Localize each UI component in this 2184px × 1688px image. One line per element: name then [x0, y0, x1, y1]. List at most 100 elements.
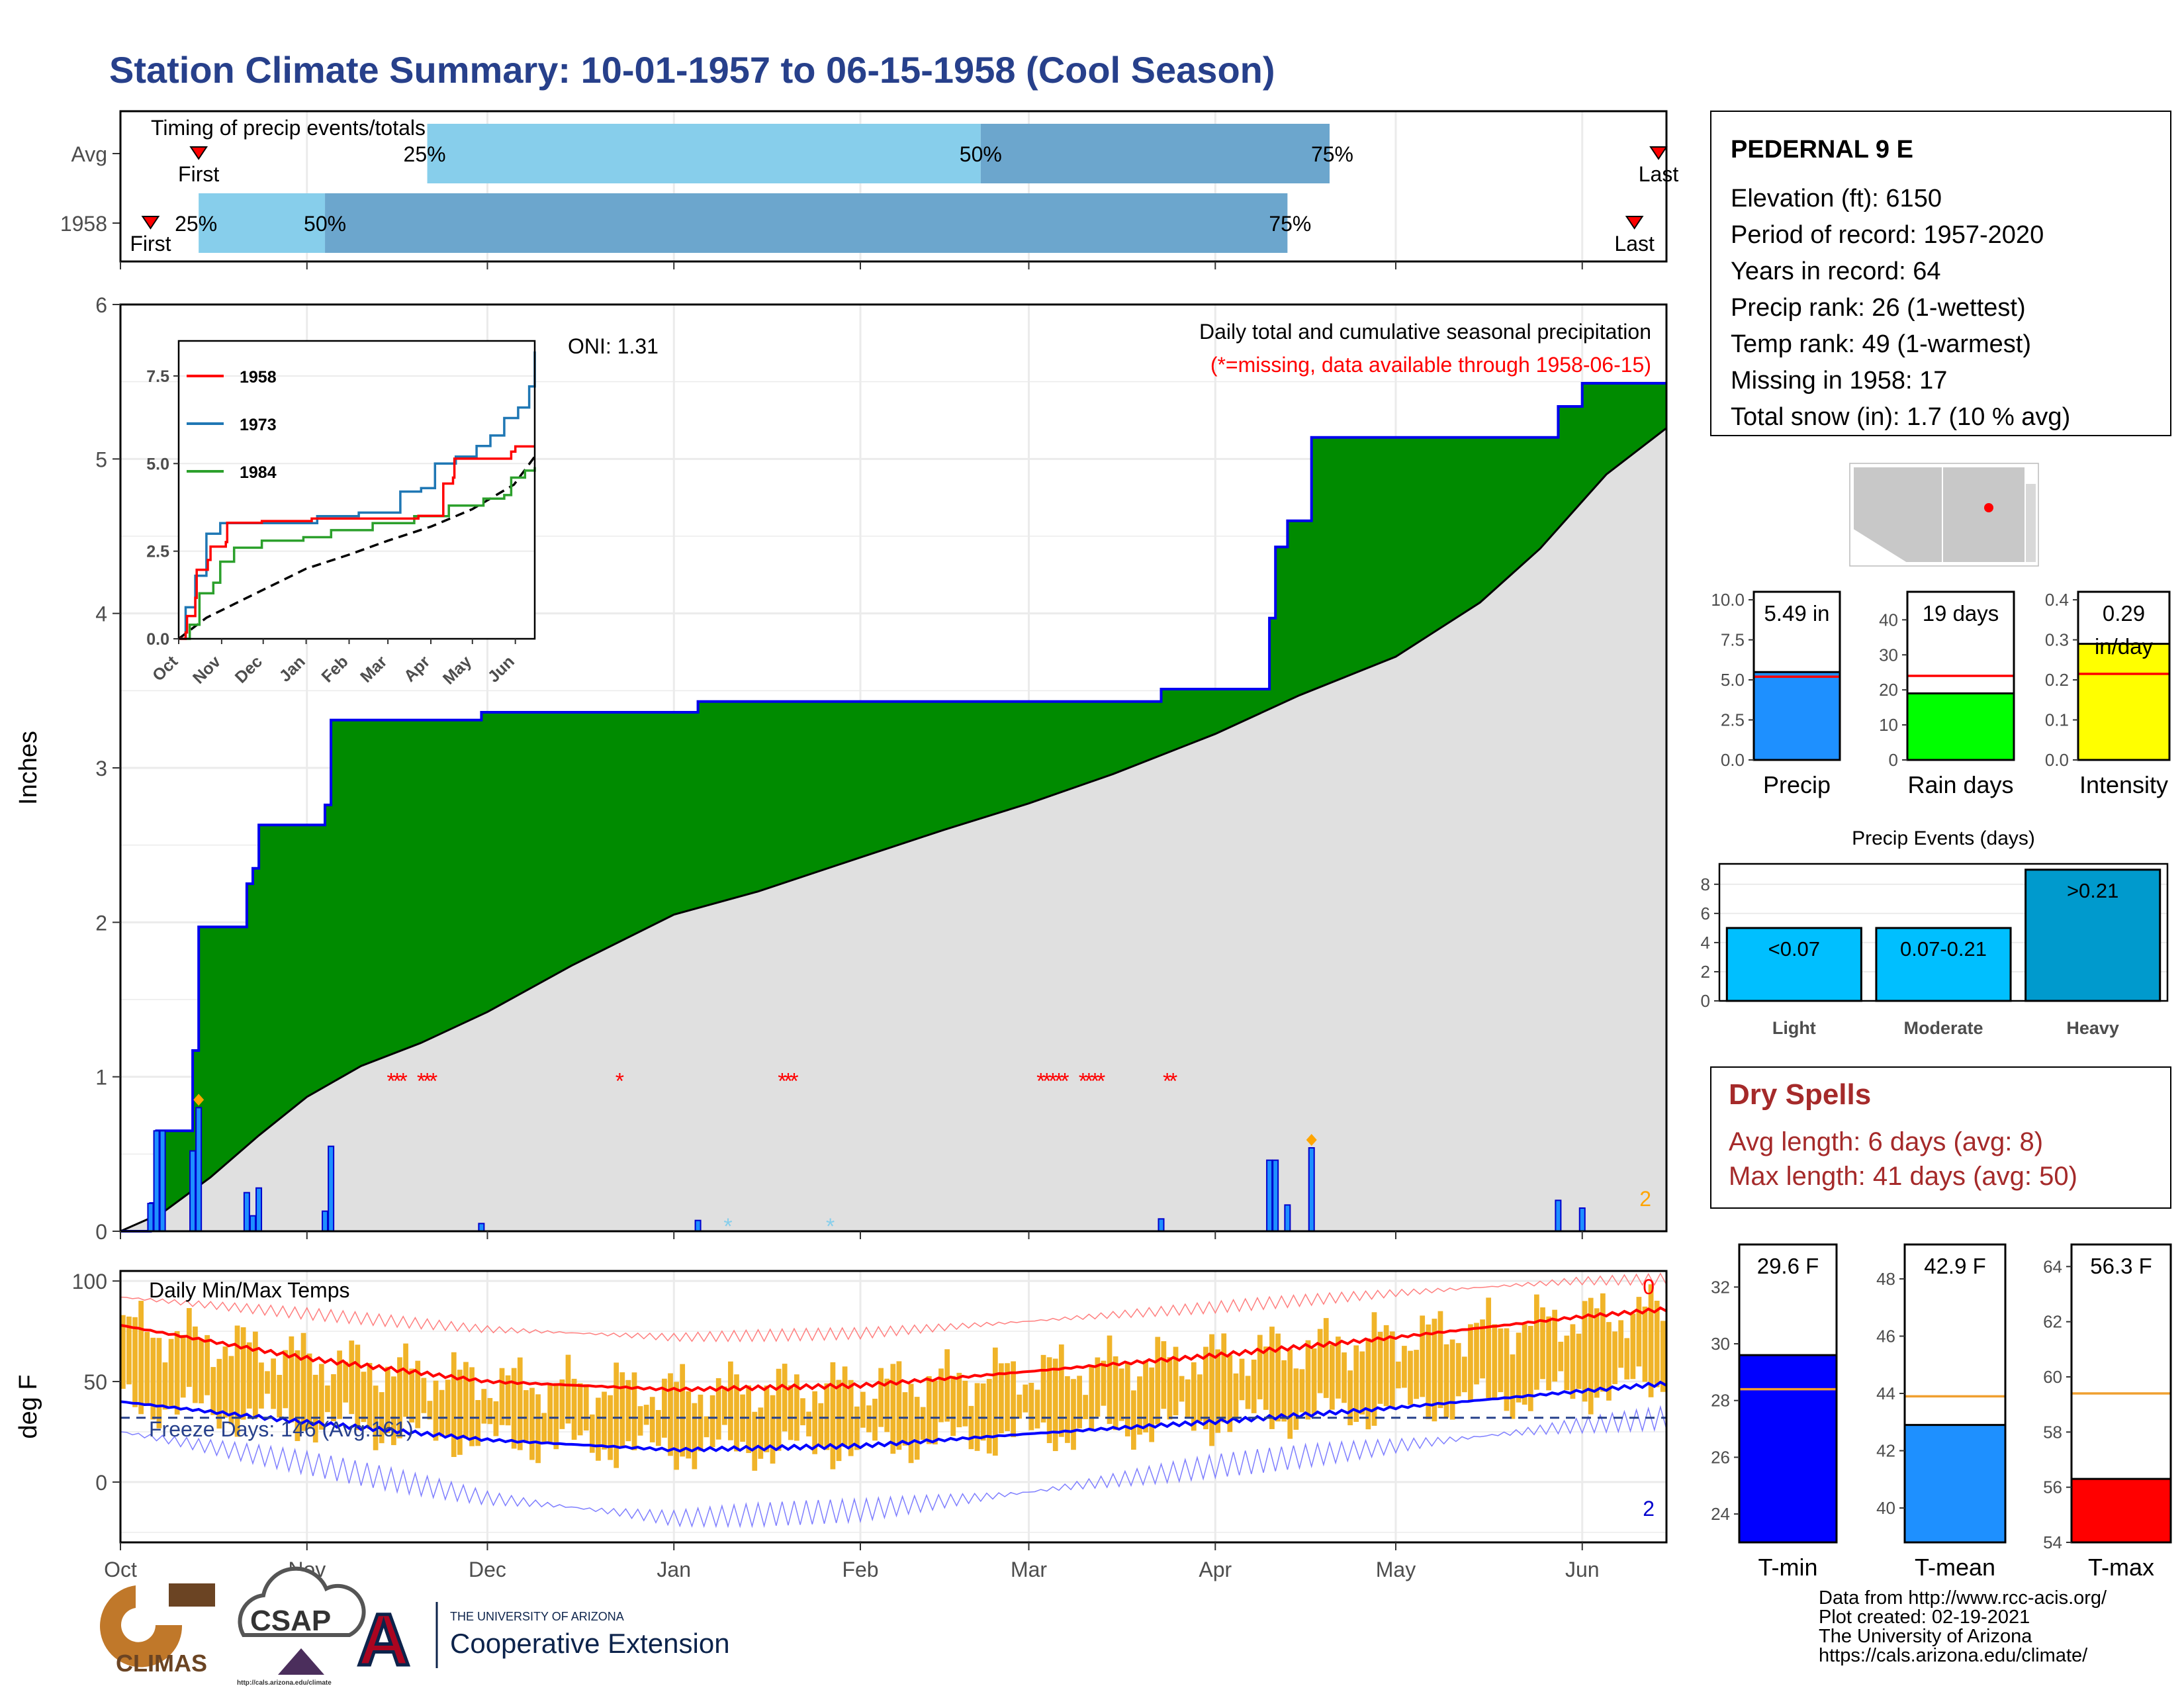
daily-temp-bar — [992, 1347, 998, 1456]
daily-precip-bar-12 — [1158, 1218, 1165, 1233]
events-y-tick-label: 4 — [1701, 933, 1710, 953]
ua-block-a-icon: A — [357, 1599, 410, 1681]
summary-rain-days-value-bar — [1907, 693, 2014, 760]
summary-precip-frame — [1752, 590, 1841, 761]
month-tick-label: Jun — [1565, 1558, 1600, 1581]
daily-precip-bar-7 — [255, 1187, 263, 1232]
daily-temp-bar — [1654, 1300, 1660, 1387]
daily-temp-bar — [193, 1326, 198, 1403]
daily-temp-bar — [1197, 1374, 1203, 1421]
inset-plot-area — [179, 341, 535, 639]
daily-temp-bar — [728, 1361, 733, 1440]
daily-temp-bar — [1420, 1315, 1426, 1397]
coop-extension-text: Cooperative Extension — [450, 1628, 730, 1659]
daily-temp-bar — [1389, 1331, 1395, 1409]
daily-temp-bar — [1227, 1355, 1233, 1432]
daily-temp-bar — [1065, 1376, 1070, 1443]
daily-precip-bar-5 — [243, 1192, 250, 1232]
daily-temp-bar — [156, 1338, 162, 1429]
inset-y-tick-label: 0.0 — [146, 630, 169, 649]
daily-temp-bar — [234, 1325, 240, 1437]
summary-precip-y-tick-label: 2.5 — [1721, 710, 1745, 730]
daily-temp-bar — [1137, 1376, 1142, 1435]
summary-precip-value-bar — [1754, 672, 1840, 760]
missing-day-marker-16: * — [1085, 1069, 1093, 1094]
daily-temp-bar — [1040, 1354, 1046, 1423]
daily-temp-bar — [1191, 1362, 1197, 1431]
daily-temp-bar — [228, 1356, 234, 1425]
daily-temp-bar — [674, 1382, 679, 1470]
summary-rain-days-value-label: 19 days — [1923, 601, 1999, 626]
dry-spells-box: Dry Spells Avg length: 6 days (avg: 8) M… — [1710, 1066, 2171, 1209]
daily-temp-bar — [144, 1332, 150, 1405]
university-of-arizona-logo: A THE UNIVERSITY OF ARIZONA Cooperative … — [356, 1598, 730, 1683]
timing-first-label: First — [178, 162, 219, 186]
oni-value: ONI: 1.31 — [568, 334, 659, 358]
daily-temp-bar — [709, 1395, 715, 1448]
daily-precip-bar-3 — [189, 1150, 197, 1232]
daily-temp-bar — [1107, 1335, 1113, 1425]
daily-temp-bar — [1660, 1321, 1666, 1392]
station-info-line: Missing in 1958: 17 — [1731, 367, 1947, 395]
daily-temp-bar — [933, 1380, 938, 1445]
missing-day-marker-1: * — [392, 1069, 401, 1094]
missing-data-note: (*=missing, data available through 1958-… — [1210, 353, 1651, 377]
daily-precip-bar-2 — [159, 1130, 166, 1233]
missing-day-marker-8: * — [784, 1069, 792, 1094]
daily-temp-bar — [1239, 1358, 1245, 1401]
credit-line: Plot created: 02-19-2021 — [1819, 1607, 2030, 1628]
daily-temp-bar — [721, 1386, 727, 1425]
summary-intensity-value-bar — [2078, 643, 2169, 760]
climas-emblem-bar — [169, 1583, 215, 1607]
daily-temp-bar — [1101, 1360, 1107, 1406]
daily-temp-bar — [806, 1411, 811, 1436]
events-category-label: Heavy — [2066, 1018, 2119, 1038]
daily-temp-bar — [1185, 1379, 1191, 1417]
daily-temp-bar — [1305, 1340, 1311, 1420]
daily-temps-chart: Daily Min/Max Temps Freeze Days: 146 (Avg… — [15, 1270, 1668, 1581]
timing-q50-label: 50% — [960, 142, 1002, 166]
daily-temp-bar — [409, 1368, 415, 1423]
daily-temp-bar — [493, 1401, 499, 1436]
daily-temp-bar — [782, 1364, 788, 1432]
daily-temp-bar — [331, 1374, 336, 1421]
tempbar-t-mean-y-tick-label: 44 — [1876, 1383, 1895, 1403]
daily-temp-bar — [866, 1405, 872, 1432]
timing-row-label: 1958 — [60, 212, 107, 236]
dry-spells-title: Dry Spells — [1729, 1078, 1871, 1111]
timing-bar-25-50 — [199, 193, 326, 253]
temps-corner-bottom: 2 — [1643, 1497, 1655, 1521]
timing-q50-label: 50% — [304, 212, 346, 236]
timing-q75-label: 75% — [1311, 142, 1353, 166]
daily-temp-bar — [920, 1407, 926, 1440]
daily-temp-bar — [812, 1391, 818, 1454]
snow-day-marker-0: * — [723, 1214, 732, 1239]
daily-temp-bar — [199, 1339, 204, 1403]
summary-rain-days-y-tick-label: 30 — [1879, 645, 1898, 665]
summary-intensity-y-tick-label: 0.3 — [2045, 630, 2069, 650]
daily-temp-bar — [824, 1383, 830, 1450]
missing-day-marker-14: * — [1060, 1069, 1069, 1094]
daily-temp-bar — [289, 1336, 295, 1423]
daily-temp-bar — [1149, 1367, 1155, 1442]
daily-temp-bar — [439, 1389, 445, 1437]
daily-temp-bar — [1203, 1346, 1208, 1430]
daily-temp-bar — [770, 1395, 776, 1464]
precip-y-tick-label: 1 — [95, 1066, 107, 1090]
daily-temp-bar — [367, 1362, 373, 1429]
daily-temp-bar — [589, 1414, 595, 1453]
events-category-label: Moderate — [1903, 1018, 1983, 1038]
month-tick-label: Jan — [657, 1558, 691, 1581]
daily-temp-bar — [1347, 1370, 1353, 1426]
temps-frame — [119, 1270, 1668, 1544]
daily-temp-bar — [902, 1392, 908, 1446]
daily-temp-bar — [1371, 1312, 1377, 1426]
daily-temp-bar — [283, 1350, 289, 1409]
summary-intensity-value-label: 0.29 — [2103, 601, 2145, 626]
daily-temp-bar — [1486, 1297, 1492, 1398]
tempbar-t-min-value-label: 29.6 F — [1757, 1254, 1819, 1278]
timing-panel-label: Timing of precip events/totals — [151, 116, 426, 140]
summary-precip-y-tick-label: 7.5 — [1721, 630, 1745, 650]
temperature-bar-charts: 29.6 F 24 26 28 30 32 T-min 42.9 F 40 42 44 46 48 T-m… — [1711, 1243, 2172, 1581]
daily-temp-bar — [1414, 1350, 1419, 1399]
